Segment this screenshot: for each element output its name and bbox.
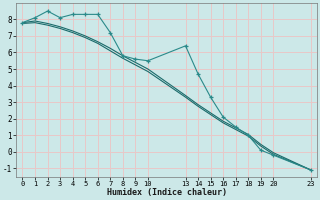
X-axis label: Humidex (Indice chaleur): Humidex (Indice chaleur) <box>107 188 227 197</box>
